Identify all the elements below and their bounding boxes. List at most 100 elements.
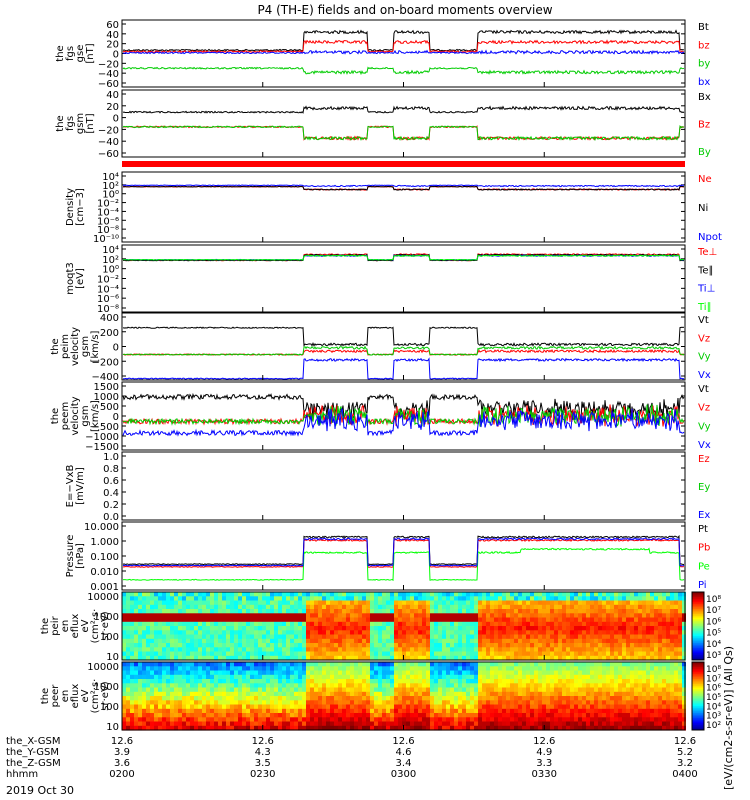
spectrogram-cell [398,626,402,631]
spectrogram-cell [494,700,498,706]
spectrogram-cell [510,683,514,689]
spectrogram-cell [346,666,350,672]
spectrogram-cell [534,708,538,714]
spectrogram-cell [502,638,506,644]
spectrogram-cell [586,687,590,693]
spectrogram-cell [170,613,174,619]
spectrogram-cell [338,600,342,606]
spectrogram-cell [602,691,606,697]
spectrogram-cell [470,600,474,606]
spectrogram-cell [546,704,550,710]
spectrogram-cell [214,696,218,701]
spectrogram-cell [374,670,378,676]
spectrogram-cell [374,666,378,672]
colorbar-cell [692,624,704,627]
spectrogram-cell [230,691,234,697]
spectrogram-cell [638,638,642,644]
spectrogram-cell [158,621,162,627]
spectrogram-cell [322,634,326,640]
colorbar-cell [692,612,704,615]
spectrogram-cell [286,643,290,648]
spectrogram-cell [650,704,654,710]
spectrogram-cell [658,643,662,648]
spectrogram-cell [678,651,682,657]
spectrogram-cell [582,592,586,597]
spectrogram-cell [302,725,306,731]
spectrogram-cell [578,662,582,667]
spectrogram-cell [290,626,294,631]
spectrogram-cell [334,651,338,657]
spectrogram-cell [306,666,310,672]
colorbar-cell [692,692,704,695]
spectrogram-cell [166,717,170,723]
legend-by: by [698,59,710,70]
spectrogram-cell [486,592,490,597]
spectrogram-cell [674,651,678,657]
spectrogram-cell [418,634,422,640]
spectrogram-cell [414,621,418,627]
spectrogram-cell [286,670,290,676]
spectrogram-cell [278,626,282,631]
spectrogram-cell [334,696,338,701]
spectrogram-cell [294,600,298,606]
spectrogram-cell [246,600,250,606]
spectrogram-cell [646,679,650,684]
spectrogram-cell [310,634,314,640]
spectrogram-cell [202,683,206,689]
spectrogram-cell [150,600,154,606]
spectrogram-cell [186,679,190,684]
spectrogram-cell [434,609,438,614]
spectrogram-cell [226,592,230,597]
spectrogram-cell [350,696,354,701]
spectrogram-cell [362,630,366,636]
spectrogram-cell [246,651,250,657]
colorbar-cell [692,637,704,641]
spectrogram-cell [406,592,410,597]
spectrogram-cell [586,617,590,623]
spectrogram-cell [318,643,322,648]
spectrogram-cell [462,666,466,672]
spectrogram-cell [370,643,374,648]
spectrogram-cell [150,626,154,631]
spectrogram-cell [434,613,438,619]
spectrogram-cell [138,696,142,701]
spectrogram-cell [146,621,150,627]
spectrogram-cell [326,679,330,684]
spectrogram-cell [270,708,274,714]
spectrogram-cell [366,700,370,706]
colorbar-cell [692,721,704,724]
spectrogram-cell [254,721,258,727]
y-tick-label: 100 [100,702,119,713]
spectrogram-cell [362,670,366,676]
panel-ylabel: fgs [65,116,76,131]
colorbar-tick: 10⁴ [706,640,721,650]
spectrogram-cell [662,613,666,619]
spectrogram-cell [438,704,442,710]
spectrogram-cell [570,666,574,672]
spectrogram-cell [478,604,482,610]
spectrogram-cell [166,666,170,672]
spectrogram-cell [642,647,646,653]
spectrogram-cell [134,604,138,610]
panel-ylabel: the [55,115,66,131]
panel-ylabel: peir [50,615,61,635]
spectrogram-cell [178,604,182,610]
spectrogram-cell [558,713,562,718]
spectrogram-cell [634,725,638,731]
spectrogram-cell [370,683,374,689]
spectrogram-cell [466,691,470,697]
spectrogram-cell [678,638,682,644]
spectrogram-cell [470,670,474,676]
spectrogram-cell [182,674,186,680]
spectrogram-cell [134,704,138,710]
spectrogram-cell [590,604,594,610]
spectrogram-cell [630,687,634,693]
spectrogram-cell [446,725,450,731]
spectrogram-cell [206,600,210,606]
spectrogram-cell [570,721,574,727]
spectrogram-cell [486,725,490,731]
spectrogram-cell [318,679,322,684]
spectrogram-cell [186,704,190,710]
spectrogram-cell [586,717,590,723]
spectrogram-cell [442,683,446,689]
